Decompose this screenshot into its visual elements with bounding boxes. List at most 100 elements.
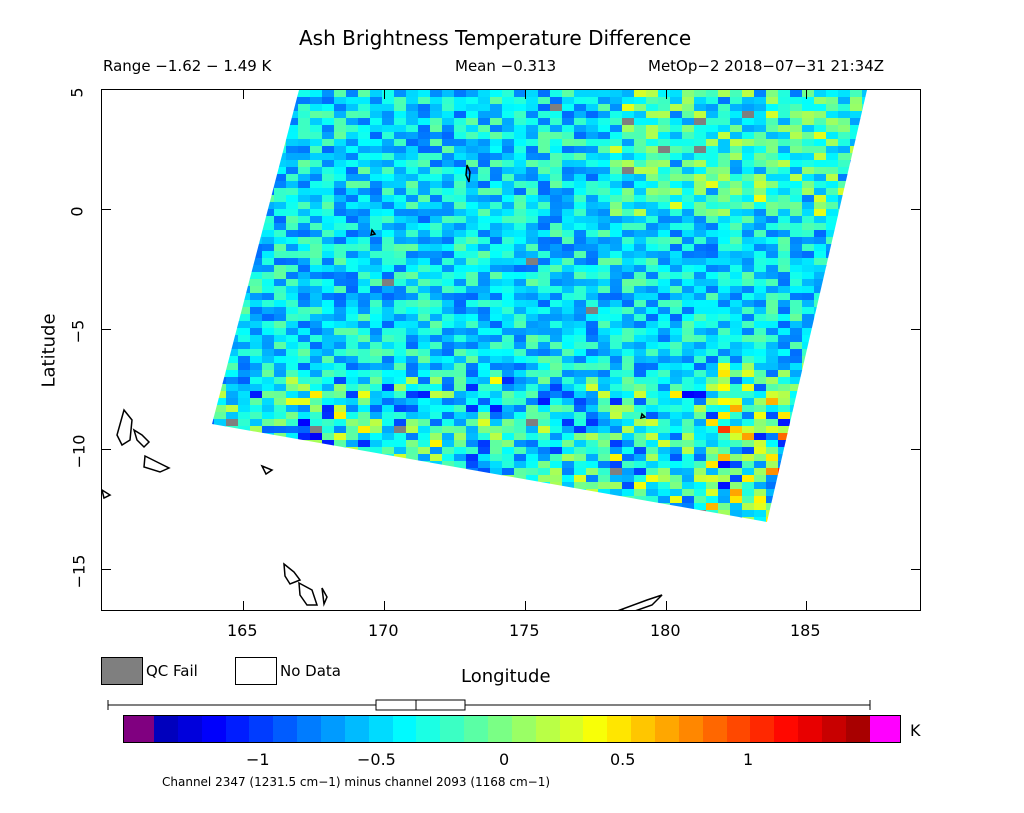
swath-pixel	[214, 244, 226, 251]
swath-pixel	[286, 482, 298, 489]
swath-pixel	[382, 349, 394, 356]
swath-pixel	[634, 489, 646, 496]
swath-pixel	[706, 363, 718, 370]
swath-pixel	[730, 160, 742, 167]
swath-pixel	[658, 160, 670, 167]
swath-pixel	[418, 160, 430, 167]
swath-pixel	[562, 307, 574, 314]
swath-pixel	[694, 433, 706, 440]
swath-pixel	[526, 209, 538, 216]
swath-pixel	[538, 251, 550, 258]
swath-pixel	[850, 321, 862, 328]
swath-pixel	[514, 489, 526, 496]
swath-pixel	[262, 328, 274, 335]
swath-pixel	[250, 209, 262, 216]
swath-pixel	[238, 286, 250, 293]
swath-pixel	[598, 398, 610, 405]
swath-pixel	[430, 195, 442, 202]
swath-pixel	[658, 335, 670, 342]
swath-pixel	[238, 307, 250, 314]
swath-pixel	[310, 433, 322, 440]
swath-pixel	[250, 370, 262, 377]
swath-pixel	[850, 524, 862, 531]
swath-pixel	[538, 335, 550, 342]
swath-pixel	[346, 482, 358, 489]
swath-pixel	[622, 125, 634, 132]
swath-pixel	[574, 328, 586, 335]
swath-pixel	[610, 146, 622, 153]
swath-pixel	[286, 426, 298, 433]
swath-pixel	[502, 482, 514, 489]
swath-pixel	[274, 146, 286, 153]
swath-pixel	[802, 125, 814, 132]
swath-pixel	[862, 104, 867, 111]
swath-pixel	[262, 104, 274, 111]
swath-pixel	[430, 167, 442, 174]
swath-pixel	[706, 314, 718, 321]
swath-pixel	[212, 111, 214, 118]
swath-pixel	[298, 356, 310, 363]
swath-pixel	[406, 307, 418, 314]
swath-pixel	[838, 384, 850, 391]
swath-pixel	[694, 510, 706, 517]
swath-pixel	[346, 517, 358, 522]
swath-pixel	[730, 321, 742, 328]
swath-pixel	[466, 300, 478, 307]
swath-pixel	[430, 314, 442, 321]
swath-pixel	[406, 97, 418, 104]
swath-pixel	[766, 265, 778, 272]
swath-pixel	[394, 237, 406, 244]
swath-pixel	[322, 181, 334, 188]
swath-pixel	[514, 314, 526, 321]
swath-pixel	[586, 461, 598, 468]
swath-pixel	[238, 97, 250, 104]
swath-pixel	[502, 167, 514, 174]
swath-pixel	[514, 461, 526, 468]
swath-pixel	[490, 517, 502, 522]
swath-pixel	[502, 223, 514, 230]
swath-pixel	[574, 230, 586, 237]
y-tick-label: 5	[67, 87, 87, 98]
swath-pixel	[766, 349, 778, 356]
swath-pixel	[226, 125, 238, 132]
swath-pixel	[226, 356, 238, 363]
swath-pixel	[850, 153, 862, 160]
swath-pixel	[478, 398, 490, 405]
swath-pixel	[682, 181, 694, 188]
swath-pixel	[586, 363, 598, 370]
swath-pixel	[478, 454, 490, 461]
swath-pixel	[730, 97, 742, 104]
swath-pixel	[406, 293, 418, 300]
swath-pixel	[310, 496, 322, 503]
swath-pixel	[622, 300, 634, 307]
swath-pixel	[526, 181, 538, 188]
swath-pixel	[562, 489, 574, 496]
swath-pixel	[550, 475, 562, 482]
swath-pixel	[454, 188, 466, 195]
swath-pixel	[238, 426, 250, 433]
swath-pixel	[706, 111, 718, 118]
swath-pixel	[838, 510, 850, 517]
swath-pixel	[598, 433, 610, 440]
swath-pixel	[802, 132, 814, 139]
swath-pixel	[730, 293, 742, 300]
swath-pixel	[454, 377, 466, 384]
swath-pixel	[298, 468, 310, 475]
swath-pixel	[286, 104, 298, 111]
swath-pixel	[310, 419, 322, 426]
swath-pixel	[694, 447, 706, 454]
swath-pixel	[718, 461, 730, 468]
swath-pixel	[790, 265, 802, 272]
swath-pixel	[274, 370, 286, 377]
swath-pixel	[814, 405, 826, 412]
swath-pixel	[514, 97, 526, 104]
swath-pixel	[322, 363, 334, 370]
swath-pixel	[586, 104, 598, 111]
swath-pixel	[502, 468, 514, 475]
swath-pixel	[466, 335, 478, 342]
swath-pixel	[274, 503, 286, 510]
swath-pixel	[514, 517, 526, 522]
swath-pixel	[478, 370, 490, 377]
swath-pixel	[478, 160, 490, 167]
swath-pixel	[658, 489, 670, 496]
